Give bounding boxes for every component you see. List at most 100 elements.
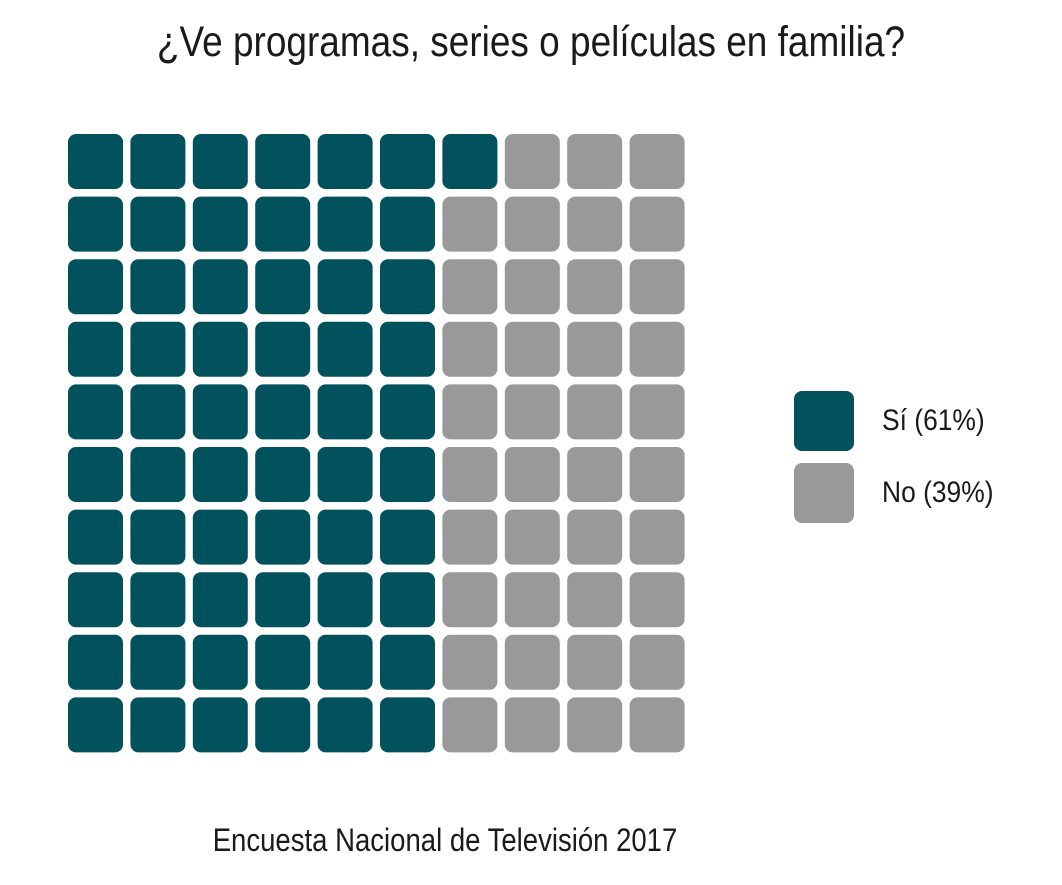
waffle-cell-no — [629, 196, 685, 252]
waffle-cell-si — [130, 196, 186, 252]
waffle-cell-no — [442, 196, 498, 252]
waffle-cell-si — [68, 634, 123, 690]
waffle-cell-si — [255, 697, 311, 753]
waffle-cell-no — [629, 259, 685, 315]
waffle-cell-si — [317, 259, 373, 315]
waffle-cell-si — [68, 572, 123, 628]
waffle-cell-si — [317, 196, 373, 252]
waffle-cell-si — [130, 509, 186, 565]
waffle-cell-si — [317, 384, 373, 440]
waffle-cell-si — [380, 634, 435, 690]
waffle-cell-si — [192, 196, 248, 252]
chart-caption: Encuesta Nacional de Televisión 2017 — [212, 822, 678, 858]
waffle-cell-no — [504, 384, 560, 440]
waffle-cell-no — [442, 509, 498, 565]
waffle-cell-si — [255, 572, 311, 628]
waffle-cell-si — [255, 509, 311, 565]
legend-swatch-si — [794, 391, 854, 451]
waffle-cell-si — [255, 259, 311, 315]
waffle-cell-no — [629, 384, 685, 440]
waffle-cell-si — [192, 384, 248, 440]
waffle-cell-no — [567, 321, 623, 377]
waffle-cell-si — [317, 134, 373, 189]
waffle-cell-si — [68, 447, 123, 502]
waffle-cell-no — [567, 572, 623, 628]
waffle-cell-no — [567, 196, 623, 252]
waffle-cell-no — [442, 259, 498, 315]
waffle-cell-no — [629, 134, 685, 189]
waffle-cell-no — [504, 196, 560, 252]
waffle-cell-no — [442, 634, 498, 690]
waffle-cell-si — [317, 509, 373, 565]
waffle-cell-si — [68, 134, 123, 189]
waffle-cell-si — [380, 572, 435, 628]
waffle-cell-si — [130, 134, 186, 189]
waffle-cell-no — [504, 259, 560, 315]
waffle-cell-si — [380, 259, 435, 315]
legend-item-no: No (39%) — [794, 462, 1009, 524]
legend-item-si: Sí (61%) — [794, 390, 999, 452]
waffle-cell-si — [255, 384, 311, 440]
waffle-cell-si — [255, 196, 311, 252]
waffle-cell-si — [192, 321, 248, 377]
waffle-cell-no — [504, 634, 560, 690]
waffle-cell-si — [317, 321, 373, 377]
waffle-cell-si — [380, 509, 435, 565]
waffle-cell-si — [130, 572, 186, 628]
waffle-cell-si — [380, 134, 435, 189]
waffle-cell-no — [567, 697, 623, 753]
waffle-cell-si — [68, 321, 123, 377]
waffle-cell-si — [255, 447, 311, 502]
waffle-cell-si — [255, 134, 311, 189]
legend-label-si: Sí (61%) — [882, 404, 985, 437]
waffle-cell-no — [567, 134, 623, 189]
waffle-cell-no — [629, 634, 685, 690]
waffle-cell-no — [504, 572, 560, 628]
waffle-cell-no — [504, 447, 560, 502]
waffle-cell-no — [504, 697, 560, 753]
waffle-cell-si — [68, 259, 123, 315]
waffle-cell-si — [380, 697, 435, 753]
waffle-cell-no — [442, 321, 498, 377]
waffle-cell-si — [192, 572, 248, 628]
waffle-cell-si — [192, 447, 248, 502]
waffle-cell-si — [317, 447, 373, 502]
waffle-cell-si — [68, 196, 123, 252]
waffle-cell-si — [380, 447, 435, 502]
waffle-cell-si — [317, 634, 373, 690]
waffle-cell-si — [130, 259, 186, 315]
waffle-cell-no — [567, 447, 623, 502]
waffle-cell-si — [68, 384, 123, 440]
waffle-cell-si — [130, 447, 186, 502]
waffle-cell-si — [130, 321, 186, 377]
waffle-cell-no — [442, 384, 498, 440]
waffle-cell-si — [380, 321, 435, 377]
legend-label-no: No (39%) — [882, 476, 994, 509]
waffle-cell-no — [629, 447, 685, 502]
waffle-cell-no — [629, 572, 685, 628]
waffle-cell-no — [567, 634, 623, 690]
waffle-cell-no — [629, 697, 685, 753]
waffle-cell-si — [380, 384, 435, 440]
waffle-cell-si — [68, 697, 123, 753]
waffle-cell-si — [442, 134, 498, 189]
waffle-cell-no — [567, 509, 623, 565]
waffle-cell-si — [130, 697, 186, 753]
waffle-cell-no — [442, 572, 498, 628]
waffle-cell-no — [567, 384, 623, 440]
waffle-cell-no — [504, 134, 560, 189]
waffle-cell-si — [68, 509, 123, 565]
waffle-cell-no — [442, 447, 498, 502]
waffle-cell-no — [442, 697, 498, 753]
waffle-cell-si — [380, 196, 435, 252]
legend-swatch-no — [794, 463, 854, 523]
waffle-cell-si — [255, 634, 311, 690]
waffle-cell-si — [317, 572, 373, 628]
chart-title: ¿Ve programas, series o películas en fam… — [156, 18, 906, 66]
waffle-cell-no — [567, 259, 623, 315]
waffle-cell-si — [317, 697, 373, 753]
waffle-cell-si — [130, 384, 186, 440]
waffle-cell-si — [192, 509, 248, 565]
waffle-cell-si — [192, 259, 248, 315]
